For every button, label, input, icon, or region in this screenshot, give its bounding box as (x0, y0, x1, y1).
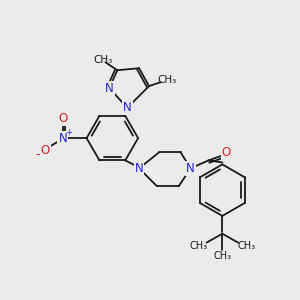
Text: O: O (58, 112, 68, 125)
Text: O: O (222, 146, 231, 159)
Text: O: O (40, 143, 50, 157)
Text: CH₃: CH₃ (213, 250, 231, 260)
Text: CH₃: CH₃ (94, 55, 113, 65)
Text: N: N (58, 132, 67, 145)
Text: -: - (36, 148, 40, 161)
Text: +: + (65, 128, 72, 137)
Text: CH₃: CH₃ (237, 241, 255, 250)
Text: CH₃: CH₃ (157, 75, 176, 85)
Text: N: N (105, 82, 114, 94)
Text: CH₃: CH₃ (190, 241, 208, 250)
Text: N: N (135, 162, 143, 175)
Text: N: N (186, 162, 195, 175)
Text: N: N (123, 101, 132, 114)
